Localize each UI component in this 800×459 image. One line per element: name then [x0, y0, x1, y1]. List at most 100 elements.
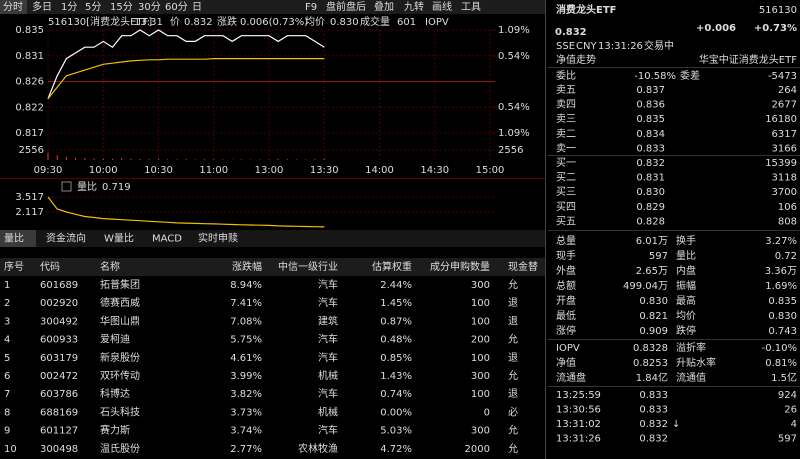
tab[interactable]: 量比 [4, 233, 24, 245]
table-header: 代码 [40, 261, 60, 273]
toolbar-tab[interactable]: 日 [192, 2, 202, 13]
stat-value: 0.830 [639, 296, 668, 307]
table-cell: 100 [471, 353, 490, 364]
chart-header-change: 0.006(0.73%) [240, 17, 308, 28]
table-cell: 汽车 [318, 333, 338, 346]
table-cell: 200 [471, 335, 490, 346]
y2-tick-label: 2556 [498, 145, 523, 156]
book-price: 0.830 [636, 187, 665, 198]
stat-label: 最低 [556, 309, 576, 322]
table-cell: 允 [508, 278, 518, 291]
toolbar-button[interactable]: 盘前盘后 [326, 0, 366, 13]
book-price: 0.833 [636, 143, 665, 154]
stat-label: IOPV [556, 343, 580, 354]
table-cell: 002472 [40, 371, 78, 382]
stat-label: 最高 [676, 294, 696, 307]
stat-label: 振幅 [676, 279, 696, 292]
book-price: 0.832 [636, 158, 665, 169]
tab[interactable]: 资金流向 [46, 232, 86, 245]
stat-value: 0.8253 [633, 358, 668, 369]
stat-label: 溢折率 [676, 341, 706, 354]
table-cell: 8 [4, 407, 10, 418]
table-cell: 100 [471, 298, 490, 309]
table-cell: 退 [508, 388, 518, 400]
table-cell: 300 [471, 371, 490, 382]
stat-value: 0.8328 [633, 343, 668, 354]
table-cell: 必 [508, 405, 518, 418]
toolbar-tab[interactable]: 30分 [138, 1, 161, 13]
tab[interactable]: 实时申赎 [198, 232, 238, 245]
trade-time: 13:30:56 [556, 405, 601, 416]
toolbar-tab[interactable]: 分时 [3, 1, 23, 13]
y-tick-label: 2.117 [15, 207, 44, 218]
book-qty: 3166 [772, 143, 797, 154]
toolbar-tab[interactable]: 1分 [61, 1, 77, 13]
toolbar-button[interactable]: F9 [305, 2, 317, 13]
stat-value: 6.01万 [636, 236, 668, 247]
active-tab-bg [0, 0, 27, 14]
fund-full-name: 华宝中证消费龙头ETF [699, 53, 797, 66]
y2-tick-label: 0.54% [498, 102, 530, 113]
table-cell: 3.99% [230, 371, 262, 382]
stat-value: -0.10% [762, 343, 797, 354]
trade-price: 0.833 [639, 390, 668, 401]
table-cell: 601127 [40, 426, 78, 437]
book-qty: 808 [778, 216, 797, 227]
stat-label: 量比 [676, 250, 696, 262]
toolbar-tab[interactable]: 60分 [165, 1, 188, 13]
table-cell: 4.61% [230, 353, 262, 364]
tab[interactable]: W量比 [104, 233, 134, 245]
table-cell: 允 [508, 442, 518, 455]
table-cell: 1.43% [380, 371, 412, 382]
toolbar-button[interactable]: 画线 [432, 0, 452, 13]
book-qty: 16180 [765, 114, 797, 125]
status: 交易中 [644, 39, 674, 52]
table-cell: 1 [4, 280, 10, 291]
table-cell: 300498 [40, 444, 78, 455]
table-cell: 600933 [40, 335, 78, 346]
table-cell: 科博达 [100, 387, 130, 400]
trade-price: 0.832 [639, 419, 668, 430]
chart-header-price-label: 价 [170, 16, 180, 28]
nav-trend[interactable]: 净值走势 [556, 53, 596, 66]
stat-label: 内盘 [676, 264, 696, 277]
price-change: +0.006 [696, 23, 736, 34]
toolbar-tab[interactable]: 15分 [110, 1, 133, 13]
x-tick-label: 11:00 [199, 165, 228, 176]
exchange: SSE [556, 41, 575, 52]
table-cell: 0.74% [380, 389, 412, 400]
table-cell: 4 [4, 335, 10, 346]
toolbar-button[interactable]: 工具 [461, 1, 481, 13]
table-cell: 退 [508, 315, 518, 327]
book-qty: 15399 [765, 158, 797, 169]
table-cell: 100 [471, 316, 490, 327]
toolbar-tab[interactable]: 5分 [85, 1, 101, 13]
table-cell: 机械 [318, 369, 338, 382]
stat-value: 0.835 [768, 296, 797, 307]
book-level: 卖一 [556, 142, 576, 154]
table-cell: 603179 [40, 353, 78, 364]
toolbar-button[interactable]: 九转 [404, 0, 424, 13]
toolbar-tab[interactable]: 多日 [32, 0, 52, 13]
stat-label: 总量 [556, 234, 576, 247]
chart-header-vol: 601 [397, 17, 416, 28]
stat-value: 0.909 [639, 326, 668, 337]
table-cell: 农林牧渔 [298, 442, 338, 455]
table-cell: 0.85% [380, 353, 412, 364]
help-icon[interactable] [61, 181, 72, 192]
fund-name: 消费龙头ETF [556, 3, 616, 16]
table-cell: 温氏股份 [100, 443, 140, 455]
table-cell: 华图山鼎 [100, 314, 140, 327]
toolbar-button[interactable]: 叠加 [374, 1, 394, 13]
table-cell: 退 [508, 297, 518, 309]
table-header: 涨跌幅 [232, 260, 262, 273]
table-cell: 新泉股份 [100, 351, 140, 364]
tab[interactable]: MACD [152, 234, 182, 245]
table-cell: 0 [484, 407, 490, 418]
table-cell: 汽车 [318, 387, 338, 400]
table-cell: 601689 [40, 280, 78, 291]
stat-value: 1.84亿 [636, 371, 668, 384]
stat-label: 现手 [556, 249, 576, 262]
table-cell: 9 [4, 426, 10, 437]
